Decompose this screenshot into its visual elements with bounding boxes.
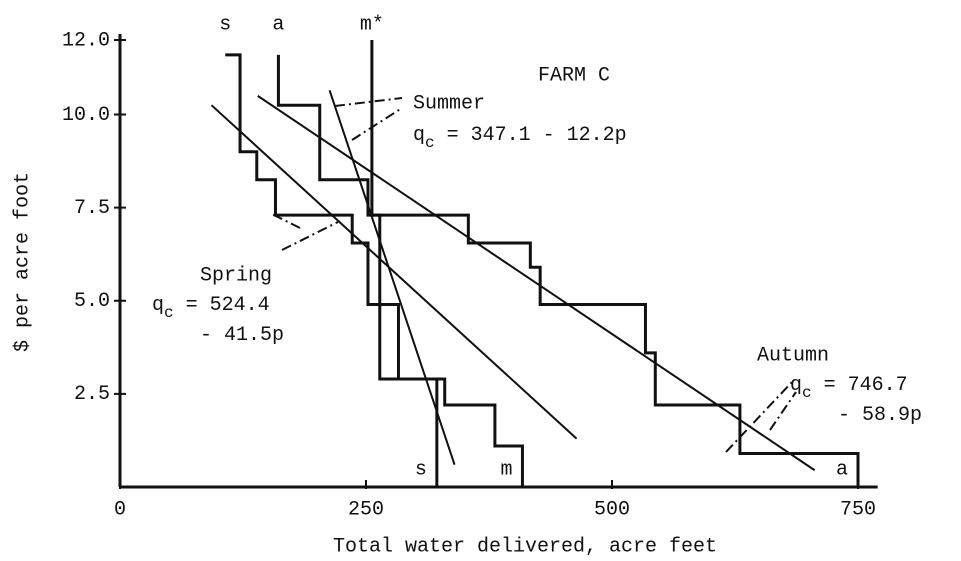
y-tick-label: 10.0 [62,104,110,127]
eq-var: q [413,124,425,147]
eq-rest: = 746.7 [812,374,908,397]
step-line [225,53,439,487]
spring-leader [271,213,339,251]
eq-var: q [790,374,802,397]
eq-rest: = 347.1 - 12.2p [435,124,627,147]
eq-rest: = 524.4 [174,294,270,317]
step-line [276,54,860,487]
step-line [370,40,524,487]
y-tick-label: 5.0 [74,290,110,313]
fit-label: Spring [200,264,272,287]
y-axis-label: $ per acre foot [11,172,34,352]
series-end-label: s [415,458,427,481]
eq-sub: c [802,384,812,402]
annotation: FARM C [538,64,610,87]
eq-sub: c [164,304,174,322]
x-axis-label: Total water delivered, acre feet [333,535,717,558]
fit-line [328,89,456,465]
summer-leader [334,97,403,141]
x-tick-label: 250 [348,498,384,521]
fit-equation: qc = 746.7 [790,374,908,402]
fit-equation: - 41.5p [200,324,284,347]
y-tick-label: 12.0 [62,29,110,52]
series-label: s [219,13,231,36]
x-tick-label: 500 [594,498,630,521]
fit-line [210,104,578,440]
fit-line [257,95,816,472]
y-tick-label: 7.5 [74,197,110,220]
series-label: a [272,13,284,36]
series-end-label: a [836,458,848,481]
eq-var: q [152,294,164,317]
fit-label: Autumn [757,344,829,367]
series-label: m* [360,13,384,36]
fit-equation: qc = 524.4 [152,294,270,322]
autumn-leader [725,381,797,453]
fit-label: Summer [413,92,485,115]
eq-sub: c [425,134,435,152]
eq-rest: - 58.9p [838,404,922,427]
eq-rest: - 41.5p [200,324,284,347]
fit-equation: - 58.9p [838,404,922,427]
x-tick-label: 750 [840,498,876,521]
series-end-label: m [500,458,512,481]
fit-equation: qc = 347.1 - 12.2p [413,124,627,152]
x-tick-label: 0 [114,498,126,521]
y-tick-label: 2.5 [74,383,110,406]
